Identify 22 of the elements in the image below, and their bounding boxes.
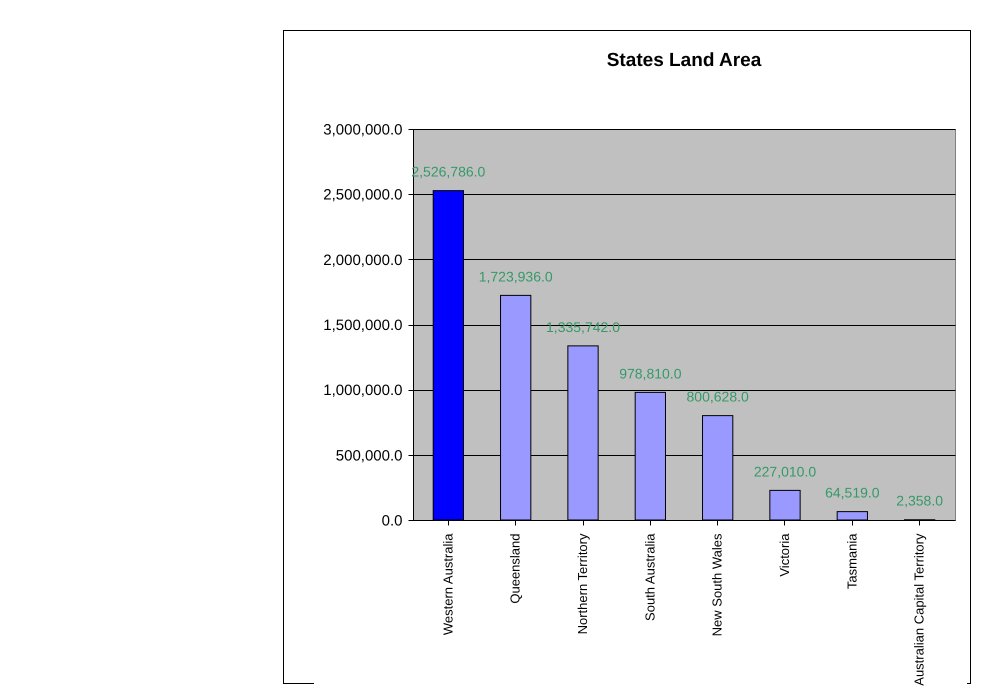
- data-label: 2,358.0: [896, 492, 944, 509]
- chart-title: States Land Area: [606, 50, 762, 71]
- y-tick-label: 2,000,000.0: [323, 252, 402, 269]
- y-tick-label: 0.0: [382, 512, 402, 530]
- y-tick-label: 1,000,000.0: [323, 382, 402, 400]
- data-label: 227,010.0: [754, 463, 816, 480]
- y-tick-label: 500,000.0: [336, 447, 402, 464]
- x-tick-label: South Australia: [642, 532, 658, 621]
- x-tick-label: Australian Capital Territory: [912, 533, 927, 686]
- x-tick-label: New South Wales: [710, 533, 725, 636]
- x-tick-label: Western Australia: [440, 532, 456, 636]
- x-tick-label: Northern Territory: [575, 533, 590, 634]
- y-tick-label: 2,500,000.0: [323, 186, 402, 204]
- data-label: 1,723,936.0: [478, 268, 553, 284]
- x-tick-label: Victoria: [776, 532, 792, 577]
- y-tick-label: 1,500,000.0: [323, 317, 402, 334]
- y-tick-label: 3,000,000.0: [323, 122, 402, 138]
- data-label: 978,810.0: [619, 365, 682, 382]
- data-label: 64,519.0: [825, 484, 880, 501]
- data-label: 800,628.0: [686, 388, 750, 405]
- x-tick-label: Tasmania: [844, 532, 860, 590]
- x-tick-label: Queensland: [508, 534, 523, 604]
